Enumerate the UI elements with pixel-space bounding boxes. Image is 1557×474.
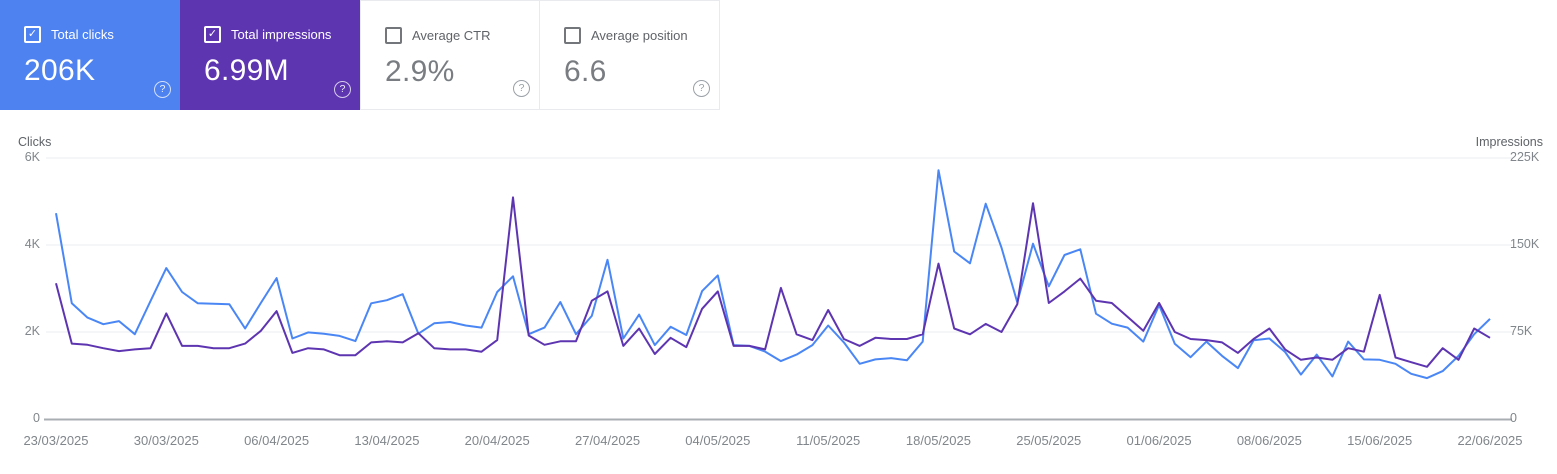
date-tick-label: 13/04/2025 <box>354 433 420 448</box>
card-total-clicks[interactable]: ✓ Total clicks 206K ? <box>0 0 180 110</box>
right-axis-tick: 0 <box>1510 411 1517 425</box>
right-axis-tick: 150K <box>1510 237 1540 251</box>
checkmark-icon: ✓ <box>27 28 38 40</box>
date-tick-label: 23/03/2025 <box>23 433 89 448</box>
card-value: 206K <box>24 54 96 87</box>
card-average-ctr[interactable]: ✓ Average CTR 2.9% ? <box>360 0 540 110</box>
date-tick-label: 30/03/2025 <box>133 433 199 448</box>
card-label: Average position <box>591 28 688 43</box>
card-average-ctr-head: ✓ Average CTR <box>385 27 539 44</box>
date-tick-label: 20/04/2025 <box>464 433 530 448</box>
card-label: Average CTR <box>412 28 491 43</box>
date-tick-label: 18/05/2025 <box>905 433 971 448</box>
total-impressions-line <box>55 196 1491 368</box>
help-icon[interactable]: ? <box>513 80 530 97</box>
card-total-impressions-head: ✓ Total impressions <box>204 26 360 43</box>
date-tick-label: 11/05/2025 <box>796 433 861 448</box>
date-tick-label: 06/04/2025 <box>244 433 310 448</box>
card-total-clicks-head: ✓ Total clicks <box>24 26 180 43</box>
card-value: 6.6 <box>564 55 607 88</box>
checkbox-unchecked-icon[interactable]: ✓ <box>564 27 581 44</box>
date-tick-label: 08/06/2025 <box>1236 433 1302 448</box>
left-axis-title: Clicks <box>18 135 52 149</box>
metric-cards-row: ✓ Total clicks 206K ? ✓ Total impression… <box>0 0 720 110</box>
card-average-position-head: ✓ Average position <box>564 27 719 44</box>
card-total-impressions[interactable]: ✓ Total impressions 6.99M ? <box>180 0 360 110</box>
help-icon[interactable]: ? <box>334 81 351 98</box>
date-tick-label: 04/05/2025 <box>685 433 751 448</box>
card-value: 2.9% <box>385 55 455 88</box>
left-axis-tick: 0 <box>33 411 40 425</box>
right-axis-tick: 225K <box>1510 150 1540 164</box>
checkbox-unchecked-icon[interactable]: ✓ <box>385 27 402 44</box>
total-clicks-line <box>55 169 1491 380</box>
card-label: Total impressions <box>231 27 332 42</box>
date-tick-label: 01/06/2025 <box>1126 433 1192 448</box>
date-tick-label: 15/06/2025 <box>1347 433 1413 448</box>
checkbox-checked-icon[interactable]: ✓ <box>204 26 221 43</box>
checkbox-checked-icon[interactable]: ✓ <box>24 26 41 43</box>
help-icon[interactable]: ? <box>154 81 171 98</box>
left-axis-tick: 4K <box>24 237 40 251</box>
date-tick-label: 25/05/2025 <box>1016 433 1082 448</box>
help-icon[interactable]: ? <box>693 80 710 97</box>
card-value: 6.99M <box>204 54 289 87</box>
left-axis-tick: 2K <box>24 324 40 338</box>
left-axis-tick: 6K <box>24 150 40 164</box>
right-axis-title: Impressions <box>1475 135 1543 149</box>
card-label: Total clicks <box>51 27 114 42</box>
date-tick-label: 27/04/2025 <box>574 433 641 448</box>
right-axis-tick: 75K <box>1510 324 1533 338</box>
date-tick-label: 22/06/2025 <box>1457 433 1523 448</box>
card-average-position[interactable]: ✓ Average position 6.6 ? <box>540 0 720 110</box>
checkmark-icon: ✓ <box>207 28 218 40</box>
